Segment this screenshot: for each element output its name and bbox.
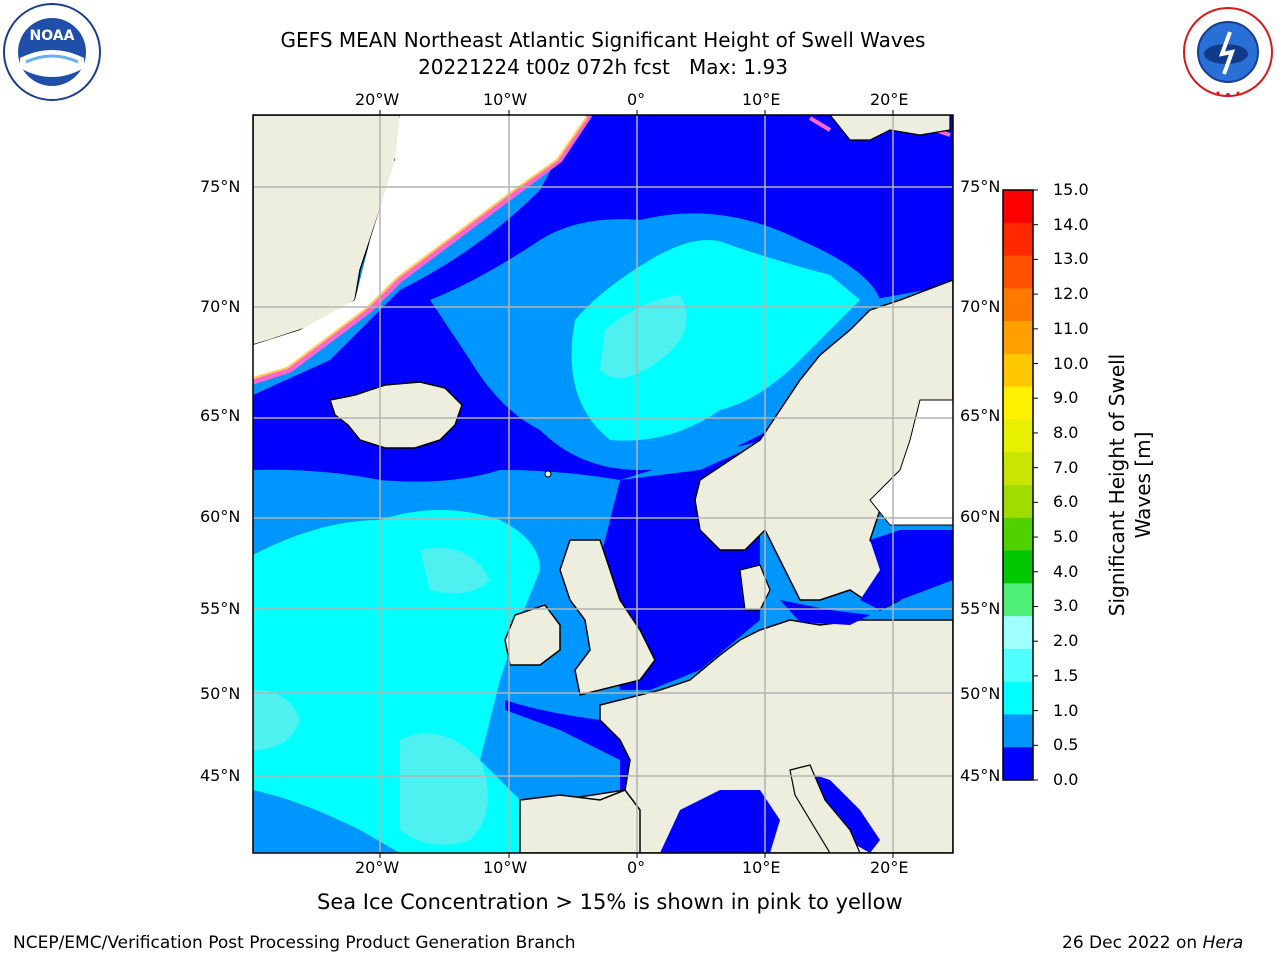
lon-label-top: 10°W bbox=[483, 90, 528, 109]
colorbar-tick-label: 3.0 bbox=[1053, 596, 1079, 616]
lon-label-bottom: 10°E bbox=[742, 858, 781, 877]
footer-host: Hera bbox=[1202, 933, 1244, 953]
lat-label-left: 55°N bbox=[200, 599, 241, 618]
map-frame bbox=[252, 114, 954, 854]
colorbar-tick-label: 5.0 bbox=[1053, 527, 1079, 547]
lon-label-bottom: 0° bbox=[627, 858, 646, 877]
ocean-1.5-2m-patch bbox=[420, 548, 490, 594]
iceland-land bbox=[329, 381, 463, 449]
lat-label-left: 60°N bbox=[200, 507, 241, 526]
colorbar-title: Significant Height of Swell Waves [m] bbox=[1104, 354, 1156, 616]
chart-title: GEFS MEAN Northeast Atlantic Significant… bbox=[280, 28, 926, 52]
colorbar-swatch bbox=[1003, 452, 1033, 486]
colorbar-swatch bbox=[1003, 616, 1033, 650]
colorbar-tick-label: 1.0 bbox=[1053, 700, 1079, 720]
ocean-1.5-2m-patch bbox=[253, 690, 300, 750]
colorbar-tick-label: 10.0 bbox=[1053, 353, 1089, 373]
colorbar-swatch bbox=[1003, 190, 1033, 224]
baltic-sea bbox=[780, 600, 870, 625]
lat-label-right: 45°N bbox=[960, 766, 1001, 785]
colorbar-tick-label: 6.0 bbox=[1053, 492, 1079, 512]
colorbar-swatch bbox=[1003, 517, 1033, 552]
colorbar-tick-label: 12.0 bbox=[1053, 284, 1089, 304]
colorbar-swatch bbox=[1003, 648, 1033, 683]
map-ticks bbox=[379, 110, 894, 858]
colorbar-swatch bbox=[1003, 255, 1033, 289]
colorbar-swatch bbox=[1003, 386, 1033, 420]
ocean-1-1.5m-cyan bbox=[571, 240, 860, 441]
ocean-0-0.5m-band bbox=[505, 700, 640, 853]
colorbar-swatch bbox=[1003, 321, 1033, 355]
britain-land bbox=[559, 539, 656, 696]
footer-date: 26 Dec 2022 on Hera bbox=[1062, 933, 1243, 953]
lat-label-right: 60°N bbox=[960, 507, 1001, 526]
footer-credit: NCEP/EMC/Verification Post Processing Pr… bbox=[13, 933, 576, 953]
colorbar-swatch bbox=[1003, 485, 1033, 519]
lon-label-top: 0° bbox=[627, 90, 646, 109]
colorbar-swatch bbox=[1003, 353, 1033, 388]
colorbar-tick-label: 7.0 bbox=[1053, 457, 1079, 477]
colorbar-swatch bbox=[1003, 288, 1033, 322]
lat-label-right: 70°N bbox=[960, 297, 1001, 316]
lat-label-right: 50°N bbox=[960, 684, 1001, 703]
lat-label-right: 65°N bbox=[960, 406, 1001, 425]
colorbar-frame bbox=[1002, 189, 1034, 781]
lat-label-left: 50°N bbox=[200, 684, 241, 703]
gulf-bothnia bbox=[869, 399, 953, 526]
colorbar-swatch bbox=[1003, 222, 1033, 257]
colorbar-tick-label: 9.0 bbox=[1053, 388, 1079, 408]
footer-date-text: 26 Dec 2022 on bbox=[1062, 933, 1203, 953]
colorbar-swatch bbox=[1003, 714, 1033, 748]
noaa-logo-icon: NOAA bbox=[3, 3, 101, 101]
colorbar-swatch bbox=[1003, 550, 1033, 584]
sea-ice-edge bbox=[253, 116, 588, 379]
colorbar-tick-label: 4.0 bbox=[1053, 561, 1079, 581]
colorbar-swatch bbox=[1003, 419, 1033, 453]
colorbar-swatch bbox=[1003, 681, 1033, 715]
colorbar-tick-label: 11.0 bbox=[1053, 318, 1089, 338]
colorbar-tick-label: 14.0 bbox=[1053, 214, 1089, 234]
lon-label-top: 10°E bbox=[742, 90, 781, 109]
colorbar bbox=[1002, 189, 1038, 781]
lon-label-top: 20°W bbox=[355, 90, 400, 109]
ocean-1-1.5m-cyan bbox=[253, 510, 540, 853]
ocean-1.5-2m-patch bbox=[600, 295, 687, 378]
baltic-sea bbox=[860, 530, 953, 610]
lat-label-right: 75°N bbox=[960, 177, 1001, 196]
colorbar-swatch bbox=[1003, 583, 1033, 617]
lat-label-left: 70°N bbox=[200, 297, 241, 316]
lon-label-bottom: 20°E bbox=[870, 858, 909, 877]
colorbar-tick-label: 0.5 bbox=[1053, 735, 1079, 755]
ocean-1.5-2m-patch bbox=[400, 733, 488, 845]
lat-label-left: 75°N bbox=[200, 177, 241, 196]
lon-label-bottom: 20°W bbox=[355, 858, 400, 877]
colorbar-title-line2: Waves [m] bbox=[1131, 431, 1155, 539]
lon-label-bottom: 10°W bbox=[483, 858, 528, 877]
lon-label-top: 20°E bbox=[870, 90, 909, 109]
iberia-land bbox=[519, 789, 641, 853]
sea-ice-edge bbox=[253, 115, 593, 385]
colorbar-tick-label: 1.5 bbox=[1053, 665, 1079, 685]
colorbar-tick-label: 15.0 bbox=[1053, 180, 1089, 199]
lat-label-right: 55°N bbox=[960, 599, 1001, 618]
lat-label-left: 45°N bbox=[200, 766, 241, 785]
sea-ice-white bbox=[253, 115, 590, 380]
svg-text:NOAA: NOAA bbox=[30, 28, 75, 44]
nws-logo-icon bbox=[1180, 4, 1276, 100]
mediterranean-sea bbox=[660, 790, 780, 853]
colorbar-swatch bbox=[1003, 747, 1033, 781]
colorbar-tick-label: 2.0 bbox=[1053, 631, 1079, 651]
map-area bbox=[253, 115, 953, 853]
chart-subtitle: 20221224 t00z 072h fcst Max: 1.93 bbox=[418, 55, 788, 79]
colorbar-tick-label: 13.0 bbox=[1053, 249, 1089, 269]
colorbar-title-line1: Significant Height of Swell bbox=[1105, 353, 1129, 617]
graticule bbox=[253, 115, 953, 853]
sea-ice-caption: Sea Ice Concentration > 15% is shown in … bbox=[317, 890, 903, 914]
lat-label-left: 65°N bbox=[200, 406, 241, 425]
colorbar-tick-label: 8.0 bbox=[1053, 422, 1079, 442]
colorbar-tick-label: 0.0 bbox=[1053, 770, 1079, 789]
svalbard-land bbox=[829, 115, 951, 141]
faroe-islands bbox=[544, 470, 552, 478]
